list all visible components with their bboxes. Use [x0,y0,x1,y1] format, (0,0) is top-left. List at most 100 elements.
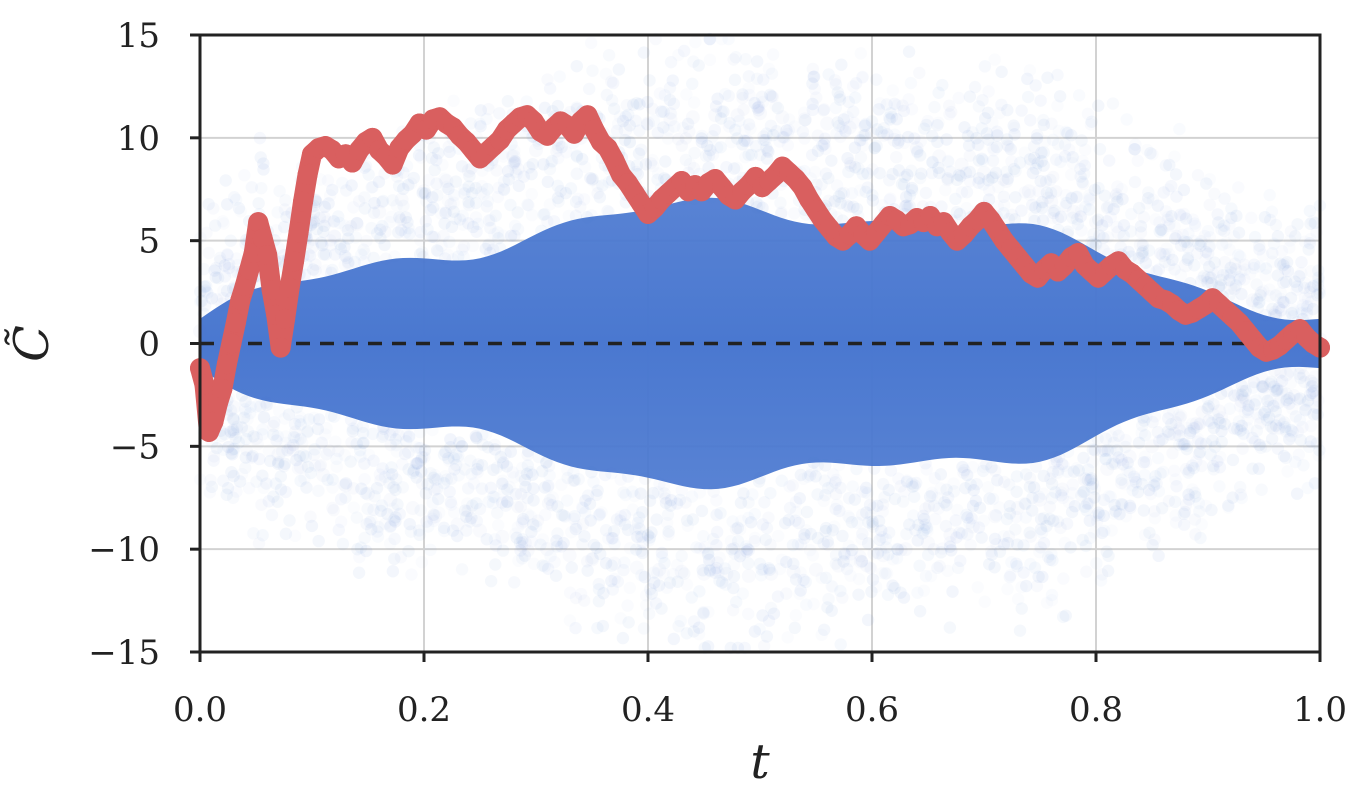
cloud-point [469,429,483,443]
cloud-point [952,562,964,574]
cloud-point [961,511,974,524]
cloud-point [341,224,355,237]
cloud-point [414,234,426,246]
cloud-point [405,568,417,580]
cloud-point [1060,189,1072,201]
cloud-point [475,459,489,472]
cloud-point [796,125,810,139]
cloud-point [512,163,524,175]
cloud-point [424,203,437,217]
cloud-point [919,457,932,470]
cloud-point [890,151,902,163]
cloud-point [1076,533,1089,547]
cloud-point [311,422,325,436]
red-path-point [382,154,403,175]
cloud-point [245,451,259,464]
cloud-point [323,444,335,456]
cloud-point [1084,473,1097,487]
cloud-point [995,98,1008,112]
cloud-point [1189,220,1201,232]
cloud-point [883,113,897,126]
cloud-point [1114,241,1127,254]
cloud-point [1008,128,1021,141]
cloud-point [748,96,761,110]
red-path-point [284,251,305,272]
cloud-point [659,89,671,101]
cloud-point [1202,225,1214,237]
cloud-point [418,444,432,457]
cloud-sample-point [383,493,397,507]
cloud-point [977,154,989,166]
cloud-point [508,156,521,169]
cloud-point [1307,376,1320,390]
cloud-point [327,410,341,423]
cloud-point [822,68,835,81]
cloud-point [220,284,234,298]
cloud-point [1303,388,1317,402]
cloud-point [966,499,980,513]
cloud-point [919,186,933,200]
cloud-point [1163,428,1176,441]
cloud-point [370,227,384,240]
cloud-point [402,463,415,476]
cloud-point [740,545,753,558]
cloud-sample-point [1257,380,1271,394]
cloud-point [875,125,888,139]
cloud-point [257,157,270,170]
cloud-point [590,541,603,554]
cloud-point [701,640,715,653]
cloud-point [643,494,657,507]
cloud-point [692,621,706,634]
cloud-point [1056,457,1069,471]
red-path-point [248,212,269,233]
cloud-point [1072,464,1085,477]
cloud-point [307,215,321,229]
red-path-point [239,259,260,280]
cloud-point [1308,216,1322,230]
cloud-point [840,199,854,212]
cloud-point [1295,255,1308,269]
cloud-point [1273,413,1286,427]
cloud-point [1065,192,1078,205]
cloud-point [848,493,861,506]
cloud-point [1147,479,1161,492]
cloud-point [1132,155,1144,167]
cloud-point [1078,167,1091,180]
cloud-point [260,477,273,490]
cloud-point [985,545,997,557]
cloud-point [866,194,880,207]
cloud-sample-point [719,567,733,581]
cloud-point [368,196,381,210]
cloud-point [850,462,863,476]
cloud-point [875,524,888,537]
cloud-point [1217,269,1229,281]
cloud-point [203,247,215,259]
cloud-point [985,171,999,185]
cloud-point [1108,498,1121,512]
cloud-point [254,400,267,413]
cloud-point [1002,212,1016,226]
cloud-point [355,482,368,495]
cloud-point [964,478,977,491]
cloud-point [1307,384,1321,398]
cloud-point [1162,183,1174,195]
cloud-point [278,457,292,471]
cloud-point [579,494,592,507]
cloud-point [888,581,901,595]
cloud-point [550,540,564,553]
cloud-point [1068,500,1082,513]
red-path-point [212,378,233,399]
cloud-point [1285,306,1298,320]
cloud-point [419,215,433,228]
cloud-point [1248,230,1262,244]
cloud-point [437,521,451,535]
cloud-point [662,525,675,538]
cloud-sample-point [540,542,554,556]
cloud-point [1101,444,1114,457]
cloud-point [840,562,854,576]
cloud-point [859,185,872,198]
cloud-point [489,209,502,222]
cloud-point [442,452,455,465]
